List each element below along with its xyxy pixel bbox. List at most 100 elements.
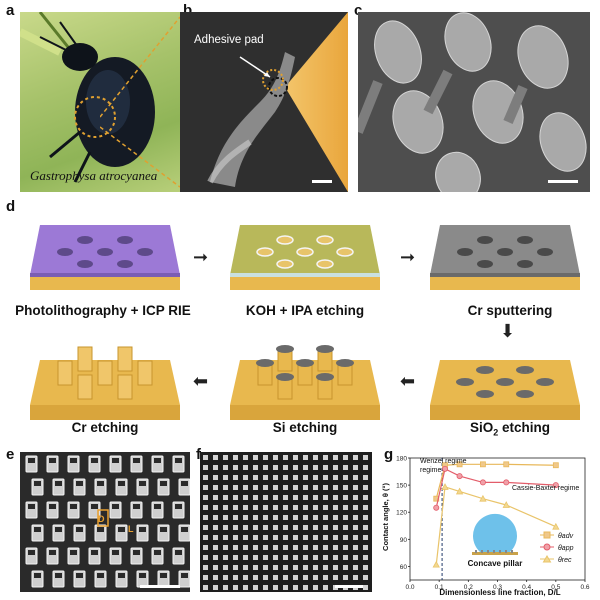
legend-adv: θadv xyxy=(558,533,574,540)
pillar-top xyxy=(49,504,56,509)
pillar-top xyxy=(303,495,308,500)
pillar-top xyxy=(160,573,167,578)
pillar-top xyxy=(323,495,328,500)
pillar-top xyxy=(313,535,318,540)
pillar-top xyxy=(363,465,368,470)
marker-l: L xyxy=(128,524,134,534)
pillar-top xyxy=(313,455,318,460)
pillar-top xyxy=(343,485,348,490)
pillar-top xyxy=(253,565,258,570)
pillar-top xyxy=(139,527,146,532)
region-label-wenzel-2: regime xyxy=(420,467,442,474)
step-6-diagram xyxy=(430,360,580,420)
pillar-top xyxy=(283,575,288,580)
x-tick-label: 0.0 xyxy=(405,584,414,591)
pillar-top xyxy=(154,458,161,463)
pillar-top xyxy=(363,555,368,560)
data-point xyxy=(552,462,559,469)
pillar-top xyxy=(333,575,338,580)
pillar-top xyxy=(343,515,348,520)
pillar-top xyxy=(243,565,248,570)
pillar-top xyxy=(293,555,298,560)
pillar-top xyxy=(233,545,238,550)
pillar-top xyxy=(133,504,140,509)
pillar-top xyxy=(363,455,368,460)
panel-b-label: b xyxy=(183,2,193,19)
pillar-top xyxy=(97,527,104,532)
pillar-top xyxy=(353,505,358,510)
pillar-top xyxy=(55,573,62,578)
pillar-top xyxy=(273,485,278,490)
step-5-diagram xyxy=(230,345,380,420)
pillar-top xyxy=(203,535,208,540)
data-point xyxy=(479,479,486,486)
pillar-top xyxy=(70,550,77,555)
arrow-left-2: ⬅ xyxy=(400,371,416,391)
pillar-top xyxy=(154,550,161,555)
pillar-top xyxy=(49,458,56,463)
pillar-top xyxy=(223,455,228,460)
pillar-top xyxy=(223,565,228,570)
pillar-top xyxy=(253,525,258,530)
pillar-top xyxy=(333,535,338,540)
data-point xyxy=(433,504,440,511)
scale-bar xyxy=(140,585,180,588)
arrow-right-2: ➞ xyxy=(400,247,416,267)
pillar-top xyxy=(353,535,358,540)
pillar-top xyxy=(112,504,119,509)
panel-c-sem xyxy=(358,12,590,192)
x-tick-label: 0.1 xyxy=(435,584,444,591)
arrow-left-1: ⬅ xyxy=(193,371,209,391)
series-line-1 xyxy=(435,467,556,508)
pillar-top xyxy=(223,465,228,470)
pillar-top xyxy=(273,565,278,570)
chart-legend: θadv θapp θrec xyxy=(540,531,574,564)
pillar-top xyxy=(76,481,83,486)
pillar-top xyxy=(263,525,268,530)
pillar-top xyxy=(118,527,125,532)
pillar-top xyxy=(353,485,358,490)
pillar-top xyxy=(313,505,318,510)
pillar-top xyxy=(343,565,348,570)
pillar-top xyxy=(223,525,228,530)
pillar-top xyxy=(160,527,167,532)
pillar-top xyxy=(213,485,218,490)
pillar-top xyxy=(233,485,238,490)
pillar-top xyxy=(243,465,248,470)
pillar-top xyxy=(363,585,368,590)
pillar-top xyxy=(213,455,218,460)
pillar-top xyxy=(323,465,328,470)
pillar-top xyxy=(55,481,62,486)
pillar-top xyxy=(203,525,208,530)
pillar-top xyxy=(253,585,258,590)
pillar-top xyxy=(223,585,228,590)
step-5-label: Si etching xyxy=(272,420,338,435)
pillar-top xyxy=(303,525,308,530)
pillar-top xyxy=(303,555,308,560)
pillar-top xyxy=(293,505,298,510)
pillar-top xyxy=(333,485,338,490)
pillar-top xyxy=(263,585,268,590)
pillar-top xyxy=(253,545,258,550)
pillar-top xyxy=(313,465,318,470)
data-point xyxy=(456,473,463,480)
pillar-top xyxy=(233,575,238,580)
pillar-top xyxy=(213,535,218,540)
pillar-top xyxy=(293,515,298,520)
pillar-top xyxy=(28,504,35,509)
pillar-top xyxy=(243,555,248,560)
panel-e-sem: D L xyxy=(20,452,190,592)
pillar-top xyxy=(133,550,140,555)
panel-b-sem: Adhesive pad xyxy=(180,12,348,192)
pillar-top xyxy=(283,565,288,570)
step-6-label: SiO2 etching xyxy=(469,420,551,438)
pillar-top xyxy=(303,485,308,490)
panel-c-label: c xyxy=(354,2,363,19)
pillar-top xyxy=(253,535,258,540)
pillar-top xyxy=(283,525,288,530)
pillar-top xyxy=(203,515,208,520)
pillar-top xyxy=(243,475,248,480)
pillar-top xyxy=(112,550,119,555)
arrow-down: ⬇ xyxy=(500,321,516,341)
pillar-top xyxy=(363,565,368,570)
